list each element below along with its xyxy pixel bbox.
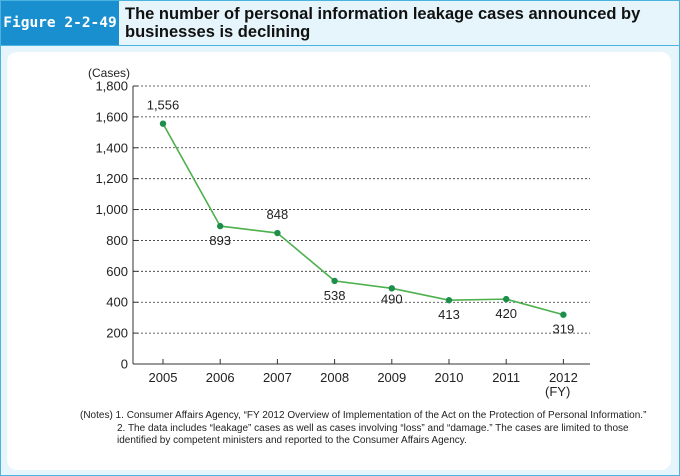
data-label: 848 bbox=[267, 207, 289, 222]
x-axis-unit-label: (FY) bbox=[545, 384, 570, 399]
data-point bbox=[217, 222, 224, 230]
note-1-text: Consumer Affairs Agency, “FY 2012 Overvi… bbox=[126, 410, 647, 421]
data-label: 1,556 bbox=[147, 98, 180, 113]
x-tick-label: 2008 bbox=[320, 370, 349, 385]
x-tick-label: 2005 bbox=[149, 370, 178, 385]
x-tick-label: 2007 bbox=[263, 370, 292, 385]
y-tick-label: 1,000 bbox=[95, 202, 128, 217]
x-tick-label: 2011 bbox=[492, 370, 520, 385]
x-tick-label: 2006 bbox=[206, 370, 235, 385]
series-line bbox=[162, 123, 564, 316]
note-2-text: The data includes “leakage” cases as wel… bbox=[117, 422, 629, 447]
y-tick-label: 200 bbox=[106, 326, 128, 341]
y-tick-label: 0 bbox=[121, 357, 128, 372]
y-tick-label: 1,800 bbox=[95, 79, 128, 94]
data-point bbox=[503, 295, 510, 303]
note-1: (Notes) 1. Consumer Affairs Agency, “FY … bbox=[80, 410, 670, 423]
y-tick-label: 1,600 bbox=[95, 109, 128, 124]
data-label: 319 bbox=[553, 322, 575, 337]
note-2: 2. The data includes “leakage” cases as … bbox=[80, 423, 670, 448]
data-point bbox=[445, 297, 453, 304]
y-tick-label: 800 bbox=[106, 233, 128, 248]
data-point bbox=[159, 120, 167, 127]
y-tick-label: 600 bbox=[106, 264, 128, 279]
figure-header: Figure 2-2-49 The number of personal inf… bbox=[1, 1, 679, 46]
data-point bbox=[560, 311, 567, 318]
y-tick-label: 1,400 bbox=[95, 140, 128, 155]
data-label: 413 bbox=[438, 307, 460, 322]
figure-label: Figure 2-2-49 bbox=[1, 1, 119, 45]
x-tick-label: 2009 bbox=[377, 370, 406, 385]
x-tick-label: 2012 bbox=[549, 370, 578, 385]
y-tick-label: 400 bbox=[106, 295, 128, 310]
data-point bbox=[331, 277, 338, 285]
data-label: 420 bbox=[495, 306, 517, 321]
data-label: 490 bbox=[381, 291, 403, 306]
note-1-prefix: (Notes) 1. bbox=[80, 410, 124, 421]
plot-area: 0 200 400 600 800 1,000 1,200 1,400 1,600 1,800 20… bbox=[95, 79, 590, 385]
note-2-prefix: 2. bbox=[117, 422, 126, 434]
notes-block: (Notes) 1. Consumer Affairs Agency, “FY … bbox=[80, 410, 670, 448]
y-tick-label: 1,200 bbox=[95, 171, 128, 186]
data-point bbox=[274, 229, 281, 237]
x-tick-label: 2010 bbox=[435, 370, 464, 385]
data-label: 893 bbox=[209, 233, 231, 248]
figure-title: The number of personal information leaka… bbox=[125, 5, 641, 41]
y-axis-unit-label: (Cases) bbox=[88, 66, 130, 80]
chart-panel bbox=[7, 52, 671, 470]
data-point bbox=[388, 285, 395, 292]
data-label: 538 bbox=[324, 288, 346, 303]
